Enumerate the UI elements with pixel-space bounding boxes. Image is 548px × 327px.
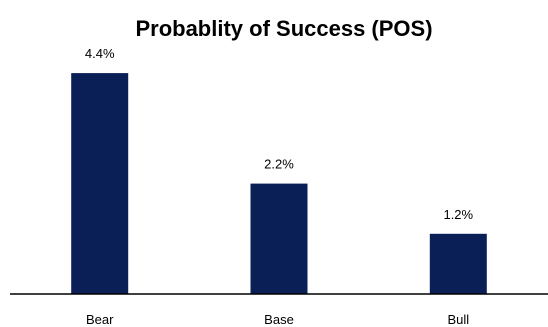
bars-group — [71, 73, 487, 294]
x-tick-label-bull: Bull — [447, 312, 469, 327]
data-label-base: 2.2% — [264, 157, 294, 172]
data-labels-group: 4.4% 2.2% 1.2% — [85, 46, 474, 222]
bar-bull — [429, 233, 487, 294]
bar-base — [250, 183, 308, 294]
x-tick-label-base: Base — [264, 312, 294, 327]
chart-title: Probablity of Success (POS) — [135, 16, 432, 41]
data-label-bear: 4.4% — [85, 46, 115, 61]
data-label-bull: 1.2% — [443, 207, 473, 222]
bar-bear — [71, 73, 129, 294]
x-tick-label-bear: Bear — [86, 312, 114, 327]
x-tick-labels-group: Bear Base Bull — [86, 312, 469, 327]
